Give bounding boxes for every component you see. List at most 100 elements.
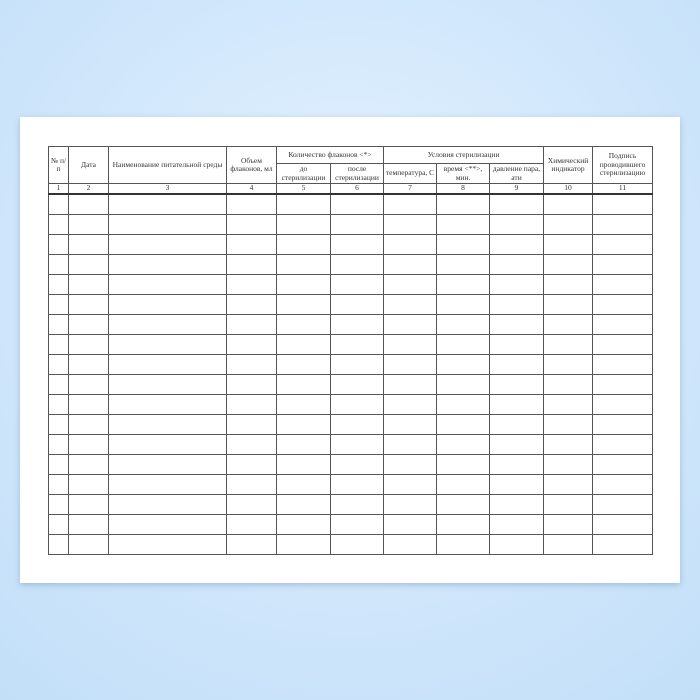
table-cell[interactable] — [592, 474, 654, 495]
table-cell[interactable] — [226, 454, 277, 475]
table-cell[interactable] — [592, 534, 654, 555]
table-cell[interactable] — [276, 434, 331, 455]
table-cell[interactable] — [489, 294, 545, 315]
table-cell[interactable] — [329, 474, 385, 495]
table-cell[interactable] — [226, 254, 277, 275]
table-cell[interactable] — [226, 354, 277, 375]
table-cell[interactable] — [543, 234, 594, 255]
table-cell[interactable] — [383, 414, 438, 435]
table-cell[interactable] — [543, 334, 594, 355]
table-cell[interactable] — [68, 534, 109, 555]
table-cell[interactable] — [48, 334, 69, 355]
table-cell[interactable] — [48, 234, 69, 255]
table-cell[interactable] — [226, 274, 277, 295]
table-cell[interactable] — [592, 214, 654, 235]
table-cell[interactable] — [276, 394, 331, 415]
table-cell[interactable] — [436, 294, 491, 315]
table-cell[interactable] — [226, 494, 277, 515]
table-cell[interactable] — [276, 454, 331, 475]
table-cell[interactable] — [592, 494, 654, 515]
table-cell[interactable] — [68, 434, 109, 455]
table-cell[interactable] — [383, 514, 438, 535]
table-cell[interactable] — [383, 374, 438, 395]
table-cell[interactable] — [489, 474, 545, 495]
table-cell[interactable] — [108, 234, 227, 255]
table-cell[interactable] — [108, 494, 227, 515]
table-cell[interactable] — [276, 234, 331, 255]
table-cell[interactable] — [436, 514, 491, 535]
table-cell[interactable] — [329, 434, 385, 455]
table-cell[interactable] — [592, 374, 654, 395]
table-cell[interactable] — [329, 274, 385, 295]
table-cell[interactable] — [436, 534, 491, 555]
table-cell[interactable] — [543, 434, 594, 455]
table-cell[interactable] — [48, 193, 69, 215]
table-cell[interactable] — [489, 193, 545, 215]
table-cell[interactable] — [383, 274, 438, 295]
table-cell[interactable] — [48, 214, 69, 235]
table-cell[interactable] — [226, 414, 277, 435]
table-cell[interactable] — [276, 274, 331, 295]
table-cell[interactable] — [543, 394, 594, 415]
table-cell[interactable] — [543, 474, 594, 495]
table-cell[interactable] — [436, 374, 491, 395]
table-cell[interactable] — [329, 254, 385, 275]
table-cell[interactable] — [108, 474, 227, 495]
table-cell[interactable] — [108, 454, 227, 475]
table-cell[interactable] — [592, 334, 654, 355]
table-cell[interactable] — [436, 434, 491, 455]
table-cell[interactable] — [48, 274, 69, 295]
table-cell[interactable] — [68, 214, 109, 235]
table-cell[interactable] — [383, 354, 438, 375]
table-cell[interactable] — [226, 193, 277, 215]
table-cell[interactable] — [68, 274, 109, 295]
table-cell[interactable] — [226, 234, 277, 255]
table-cell[interactable] — [592, 193, 654, 215]
table-cell[interactable] — [226, 514, 277, 535]
table-cell[interactable] — [276, 474, 331, 495]
table-cell[interactable] — [68, 193, 109, 215]
table-cell[interactable] — [592, 274, 654, 295]
table-cell[interactable] — [543, 454, 594, 475]
table-cell[interactable] — [68, 454, 109, 475]
table-cell[interactable] — [329, 193, 385, 215]
table-cell[interactable] — [436, 234, 491, 255]
table-cell[interactable] — [489, 394, 545, 415]
table-cell[interactable] — [108, 514, 227, 535]
table-cell[interactable] — [48, 314, 69, 335]
table-cell[interactable] — [489, 314, 545, 335]
table-cell[interactable] — [48, 474, 69, 495]
table-cell[interactable] — [276, 193, 331, 215]
table-cell[interactable] — [329, 354, 385, 375]
table-cell[interactable] — [276, 414, 331, 435]
table-cell[interactable] — [592, 434, 654, 455]
table-cell[interactable] — [436, 354, 491, 375]
table-cell[interactable] — [383, 434, 438, 455]
table-cell[interactable] — [68, 234, 109, 255]
table-cell[interactable] — [276, 374, 331, 395]
table-cell[interactable] — [108, 214, 227, 235]
table-cell[interactable] — [276, 334, 331, 355]
table-cell[interactable] — [436, 274, 491, 295]
table-cell[interactable] — [329, 454, 385, 475]
table-cell[interactable] — [108, 294, 227, 315]
table-cell[interactable] — [592, 234, 654, 255]
table-cell[interactable] — [48, 414, 69, 435]
table-cell[interactable] — [108, 354, 227, 375]
table-cell[interactable] — [329, 394, 385, 415]
table-cell[interactable] — [489, 334, 545, 355]
table-cell[interactable] — [108, 334, 227, 355]
table-cell[interactable] — [543, 414, 594, 435]
table-cell[interactable] — [48, 494, 69, 515]
table-cell[interactable] — [592, 354, 654, 375]
table-cell[interactable] — [489, 274, 545, 295]
table-cell[interactable] — [48, 534, 69, 555]
table-cell[interactable] — [68, 354, 109, 375]
table-cell[interactable] — [226, 314, 277, 335]
table-cell[interactable] — [48, 294, 69, 315]
table-cell[interactable] — [48, 434, 69, 455]
table-cell[interactable] — [383, 254, 438, 275]
table-cell[interactable] — [329, 414, 385, 435]
table-cell[interactable] — [383, 193, 438, 215]
table-cell[interactable] — [543, 294, 594, 315]
